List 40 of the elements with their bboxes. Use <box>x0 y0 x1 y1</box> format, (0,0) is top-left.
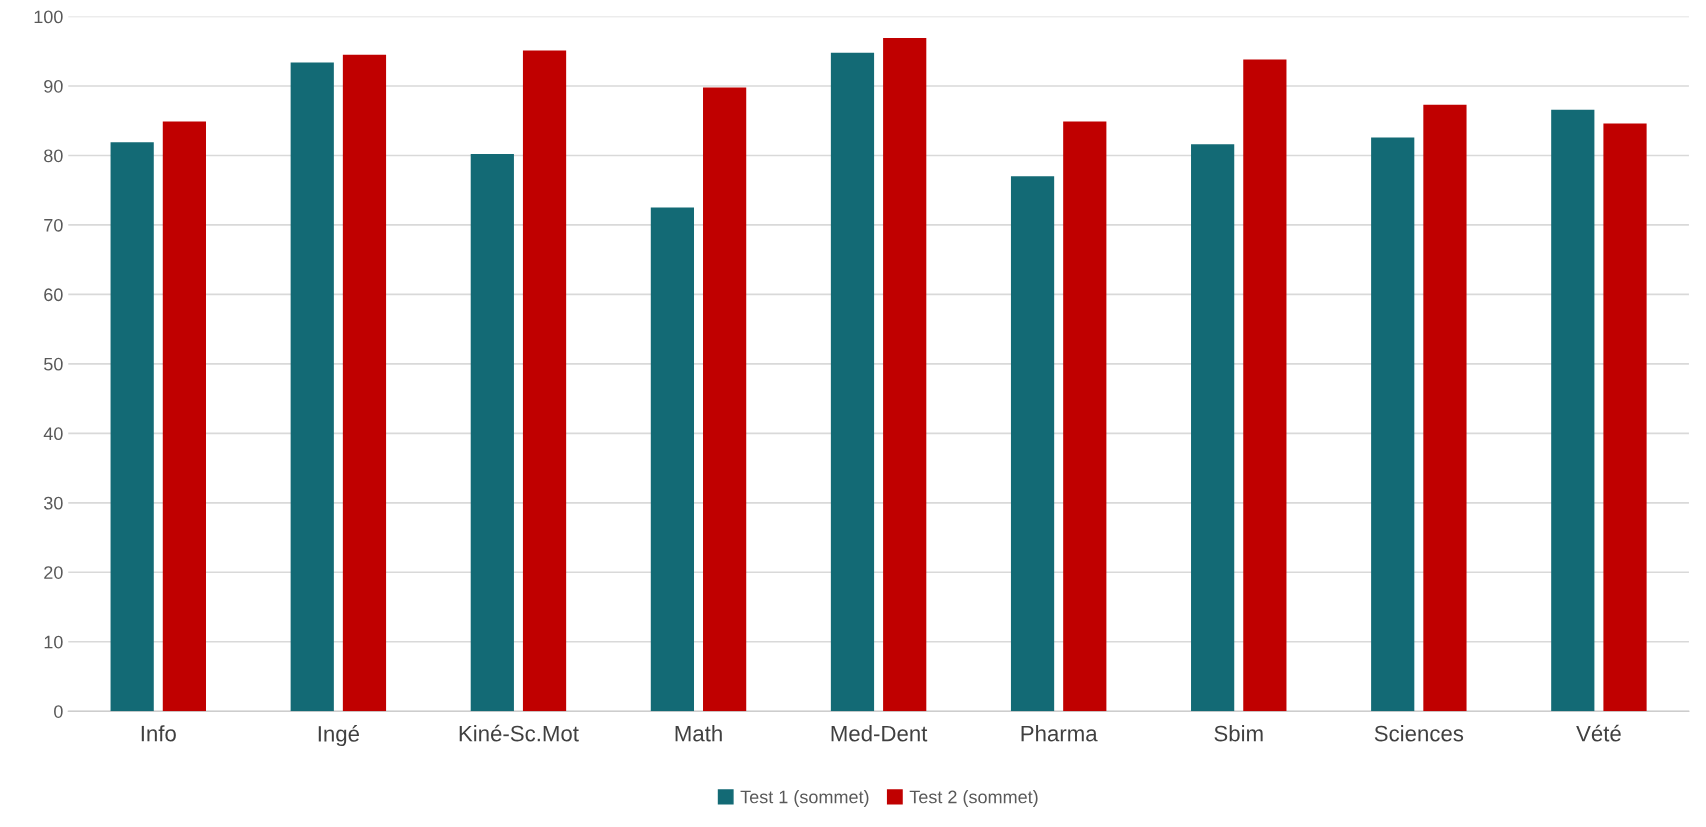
bar <box>1423 104 1467 712</box>
bar <box>290 62 334 712</box>
bar <box>1191 144 1235 712</box>
y-tick-label: 20 <box>44 566 63 579</box>
y-tick-label: 40 <box>43 427 63 441</box>
x-tick-label: Math <box>675 725 722 742</box>
x-tick-label: Kiné-Sc.Mot <box>459 724 579 742</box>
bar <box>1243 59 1287 712</box>
legend-label: Test 1 (sommet) <box>740 790 869 807</box>
y-tick-label: 0 <box>54 705 63 718</box>
bar <box>1063 121 1107 712</box>
y-tick-label: 60 <box>44 288 63 302</box>
x-tick-label: Pharma <box>1021 725 1098 742</box>
bar <box>342 54 387 712</box>
y-tick-label: 30 <box>43 496 63 510</box>
bar <box>703 87 747 712</box>
bar <box>830 52 875 712</box>
y-tick-label: 50 <box>44 357 63 371</box>
bar <box>110 142 154 712</box>
bar <box>650 207 695 712</box>
x-tick-label: Sciences <box>1374 725 1464 742</box>
bar <box>1371 137 1415 712</box>
bar <box>1603 123 1647 712</box>
x-tick-label: Ingé <box>318 725 359 747</box>
x-tick-label: Vété <box>1576 724 1621 742</box>
bar <box>883 38 927 712</box>
bar <box>162 121 206 712</box>
y-tick-label: 90 <box>44 79 63 93</box>
y-tick-label: 10 <box>44 635 63 649</box>
x-tick-label: Med-Dent <box>831 725 928 742</box>
bar <box>522 50 567 712</box>
bar <box>1551 109 1595 712</box>
legend-label: Test 2 (sommet) <box>909 790 1038 807</box>
bar <box>470 154 514 712</box>
y-tick-label: 80 <box>44 149 63 163</box>
y-tick-label: 100 <box>34 10 63 24</box>
x-tick-label: Info <box>141 725 176 742</box>
bar <box>1010 176 1055 712</box>
y-tick-label: 70 <box>44 218 63 232</box>
x-tick-label: Sbim <box>1214 725 1263 742</box>
